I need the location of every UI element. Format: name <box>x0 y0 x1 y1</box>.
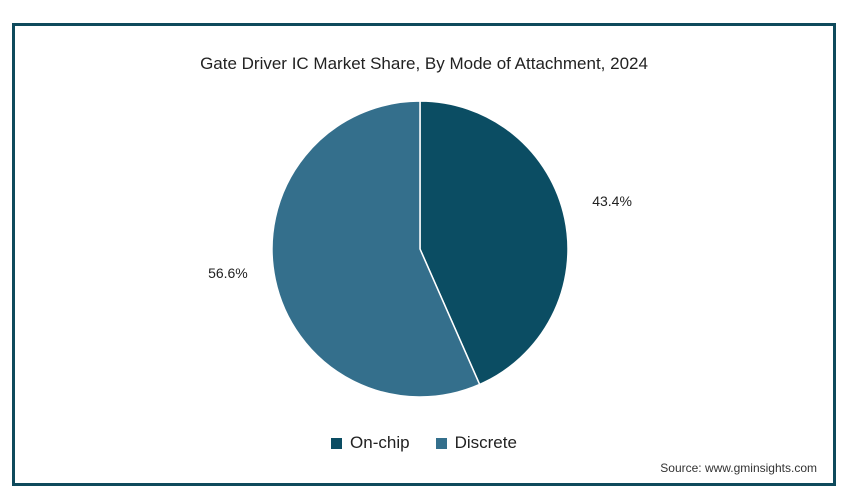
source-note: Source: www.gminsights.com <box>660 461 817 475</box>
chart-frame: Gate Driver IC Market Share, By Mode of … <box>12 23 836 486</box>
legend-swatch-discrete <box>435 437 447 449</box>
pie-slice-discrete <box>271 100 481 398</box>
legend-item-discrete: Discrete <box>435 433 517 453</box>
pie-label-on-chip: 43.4% <box>592 193 632 209</box>
legend-label-discrete: Discrete <box>454 433 517 452</box>
pie-chart: 43.4% 56.6% <box>208 100 632 398</box>
legend-label-on-chip: On-chip <box>350 433 410 452</box>
legend-swatch-on-chip <box>331 437 343 449</box>
legend: On-chip Discrete <box>15 433 833 453</box>
chart-title: Gate Driver IC Market Share, By Mode of … <box>200 54 648 73</box>
legend-item-on-chip: On-chip <box>331 433 410 453</box>
pie-label-discrete: 56.6% <box>208 265 248 281</box>
pie-slice-on-chip <box>419 100 569 386</box>
